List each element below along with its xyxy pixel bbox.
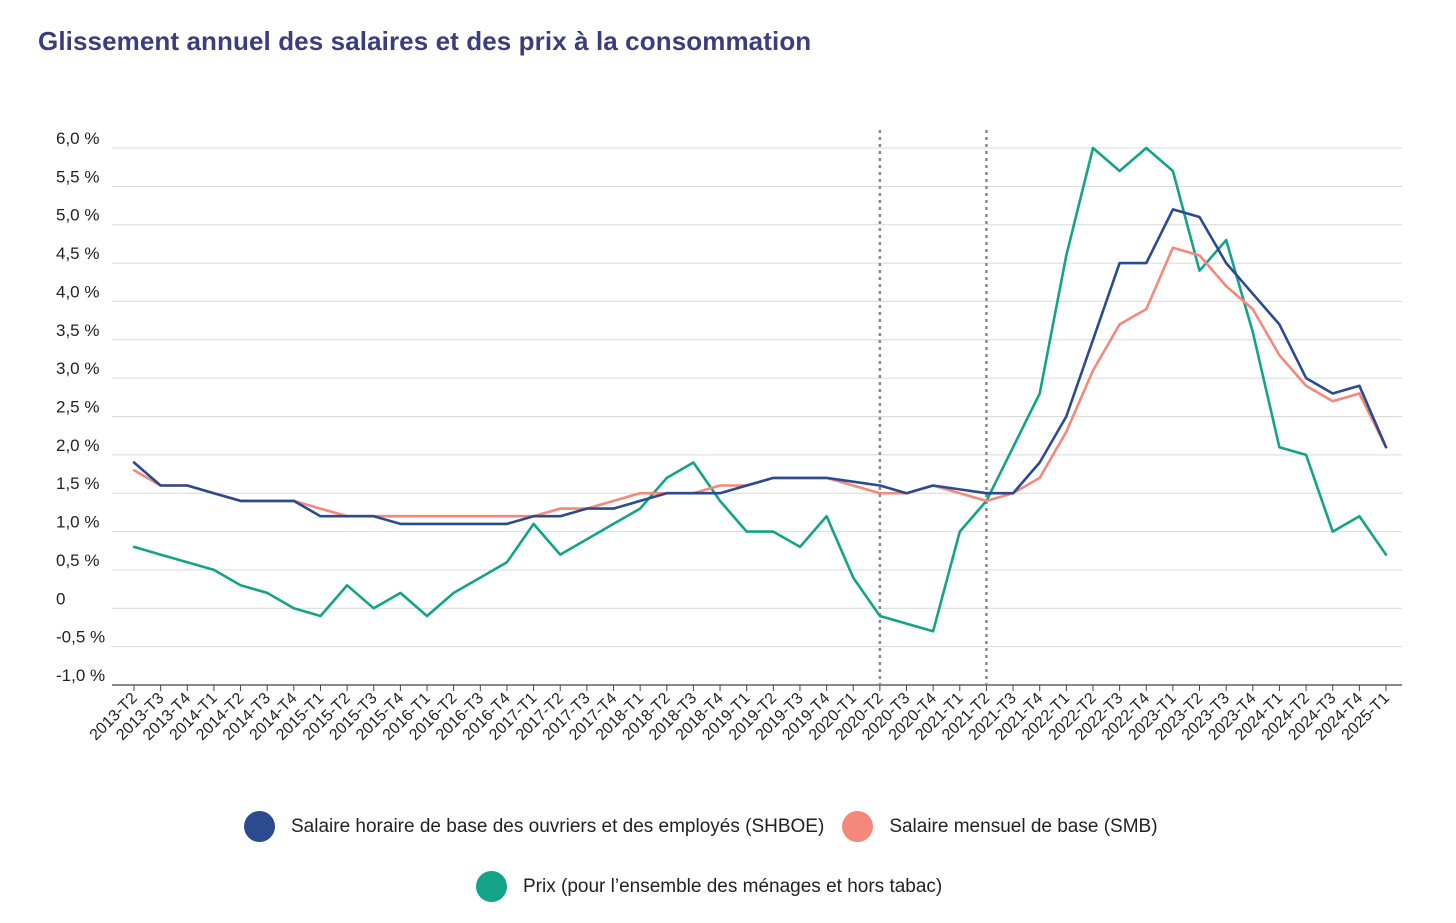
y-tick-label: -1,0 % <box>56 666 105 685</box>
y-tick-label: 1,0 % <box>56 513 99 532</box>
legend-row-1: Salaire horaire de base des ouvriers et … <box>244 811 1176 842</box>
y-tick-label: 3,0 % <box>56 359 99 378</box>
y-tick-label: 4,5 % <box>56 244 99 263</box>
series-line-2 <box>132 146 1388 633</box>
vertical-markers <box>878 130 988 685</box>
legend-item-prix: Prix (pour l’ensemble des ménages et hor… <box>476 871 942 902</box>
y-tick-label: 5,5 % <box>56 167 99 186</box>
y-tick-label: 1,5 % <box>56 474 99 493</box>
legend-label-shboe: Salaire horaire de base des ouvriers et … <box>291 815 825 837</box>
legend-label-prix: Prix (pour l’ensemble des ménages et hor… <box>523 875 943 897</box>
y-tick-label: 6,0 % <box>56 129 99 148</box>
legend-marker-smb <box>842 811 874 842</box>
y-axis-ticks: 6,0 % 5,5 % 5,0 % 4,5 % 4,0 % 3,5 % 3,0 % 2,5 %… <box>56 129 105 685</box>
series-line-0 <box>132 208 1388 526</box>
y-tick-label: 4,0 % <box>56 282 99 301</box>
y-tick-label: 5,0 % <box>56 206 99 225</box>
legend-item-shboe: Salaire horaire de base des ouvriers et … <box>244 811 824 842</box>
y-tick-label: 3,5 % <box>56 321 99 340</box>
legend-row-2: Prix (pour l’ensemble des ménages et hor… <box>476 871 960 902</box>
series-line-1 <box>132 246 1388 518</box>
legend-item-smb: Salaire mensuel de base (SMB) <box>842 811 1158 842</box>
series-lines <box>132 146 1388 633</box>
legend-label-smb: Salaire mensuel de base (SMB) <box>889 815 1158 837</box>
y-tick-label: 2,0 % <box>56 436 99 455</box>
gridlines <box>112 147 1402 686</box>
x-axis-ticks: 2013-T22013-T32013-T42014-T12014-T22014-… <box>87 685 1393 744</box>
chart-title: Glissement annuel des salaires et des pr… <box>38 26 812 56</box>
legend-marker-prix <box>476 871 507 902</box>
y-tick-label: 0,5 % <box>56 551 99 570</box>
y-tick-label: 0 <box>56 589 65 608</box>
legend-marker-shboe <box>244 811 275 842</box>
y-tick-label: -0,5 % <box>56 628 105 647</box>
y-tick-label: 2,5 % <box>56 398 99 417</box>
